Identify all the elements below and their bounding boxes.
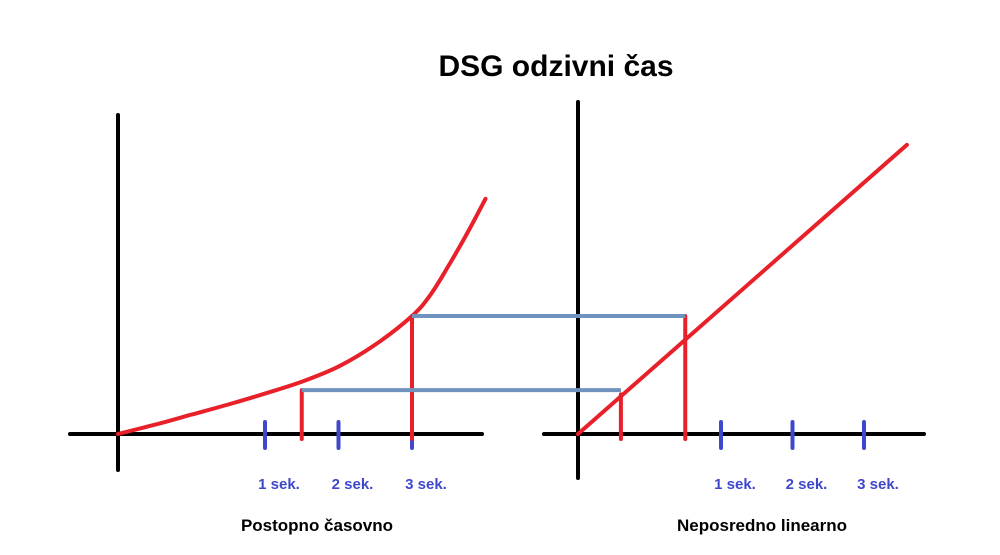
x-tick-label: 3 sek.	[405, 476, 447, 493]
right-chart: 1 sek. 2 sek. 3 sek.	[542, 100, 926, 493]
left-chart: 1 sek. 2 sek. 3 sek.	[68, 113, 488, 493]
left-chart-caption: Postopno časovno	[241, 516, 393, 535]
x-tick-label: 2 sek.	[786, 476, 828, 493]
figure-title: DSG odzivni čas	[438, 50, 673, 83]
x-tick-label: 3 sek.	[857, 476, 899, 493]
x-tick-label: 1 sek.	[714, 476, 756, 493]
response-curve	[576, 142, 909, 436]
x-tick-label: 1 sek.	[258, 476, 300, 493]
response-curve	[116, 196, 488, 436]
x-tick-label: 2 sek.	[332, 476, 374, 493]
right-chart-caption: Neposredno linearno	[677, 516, 847, 535]
